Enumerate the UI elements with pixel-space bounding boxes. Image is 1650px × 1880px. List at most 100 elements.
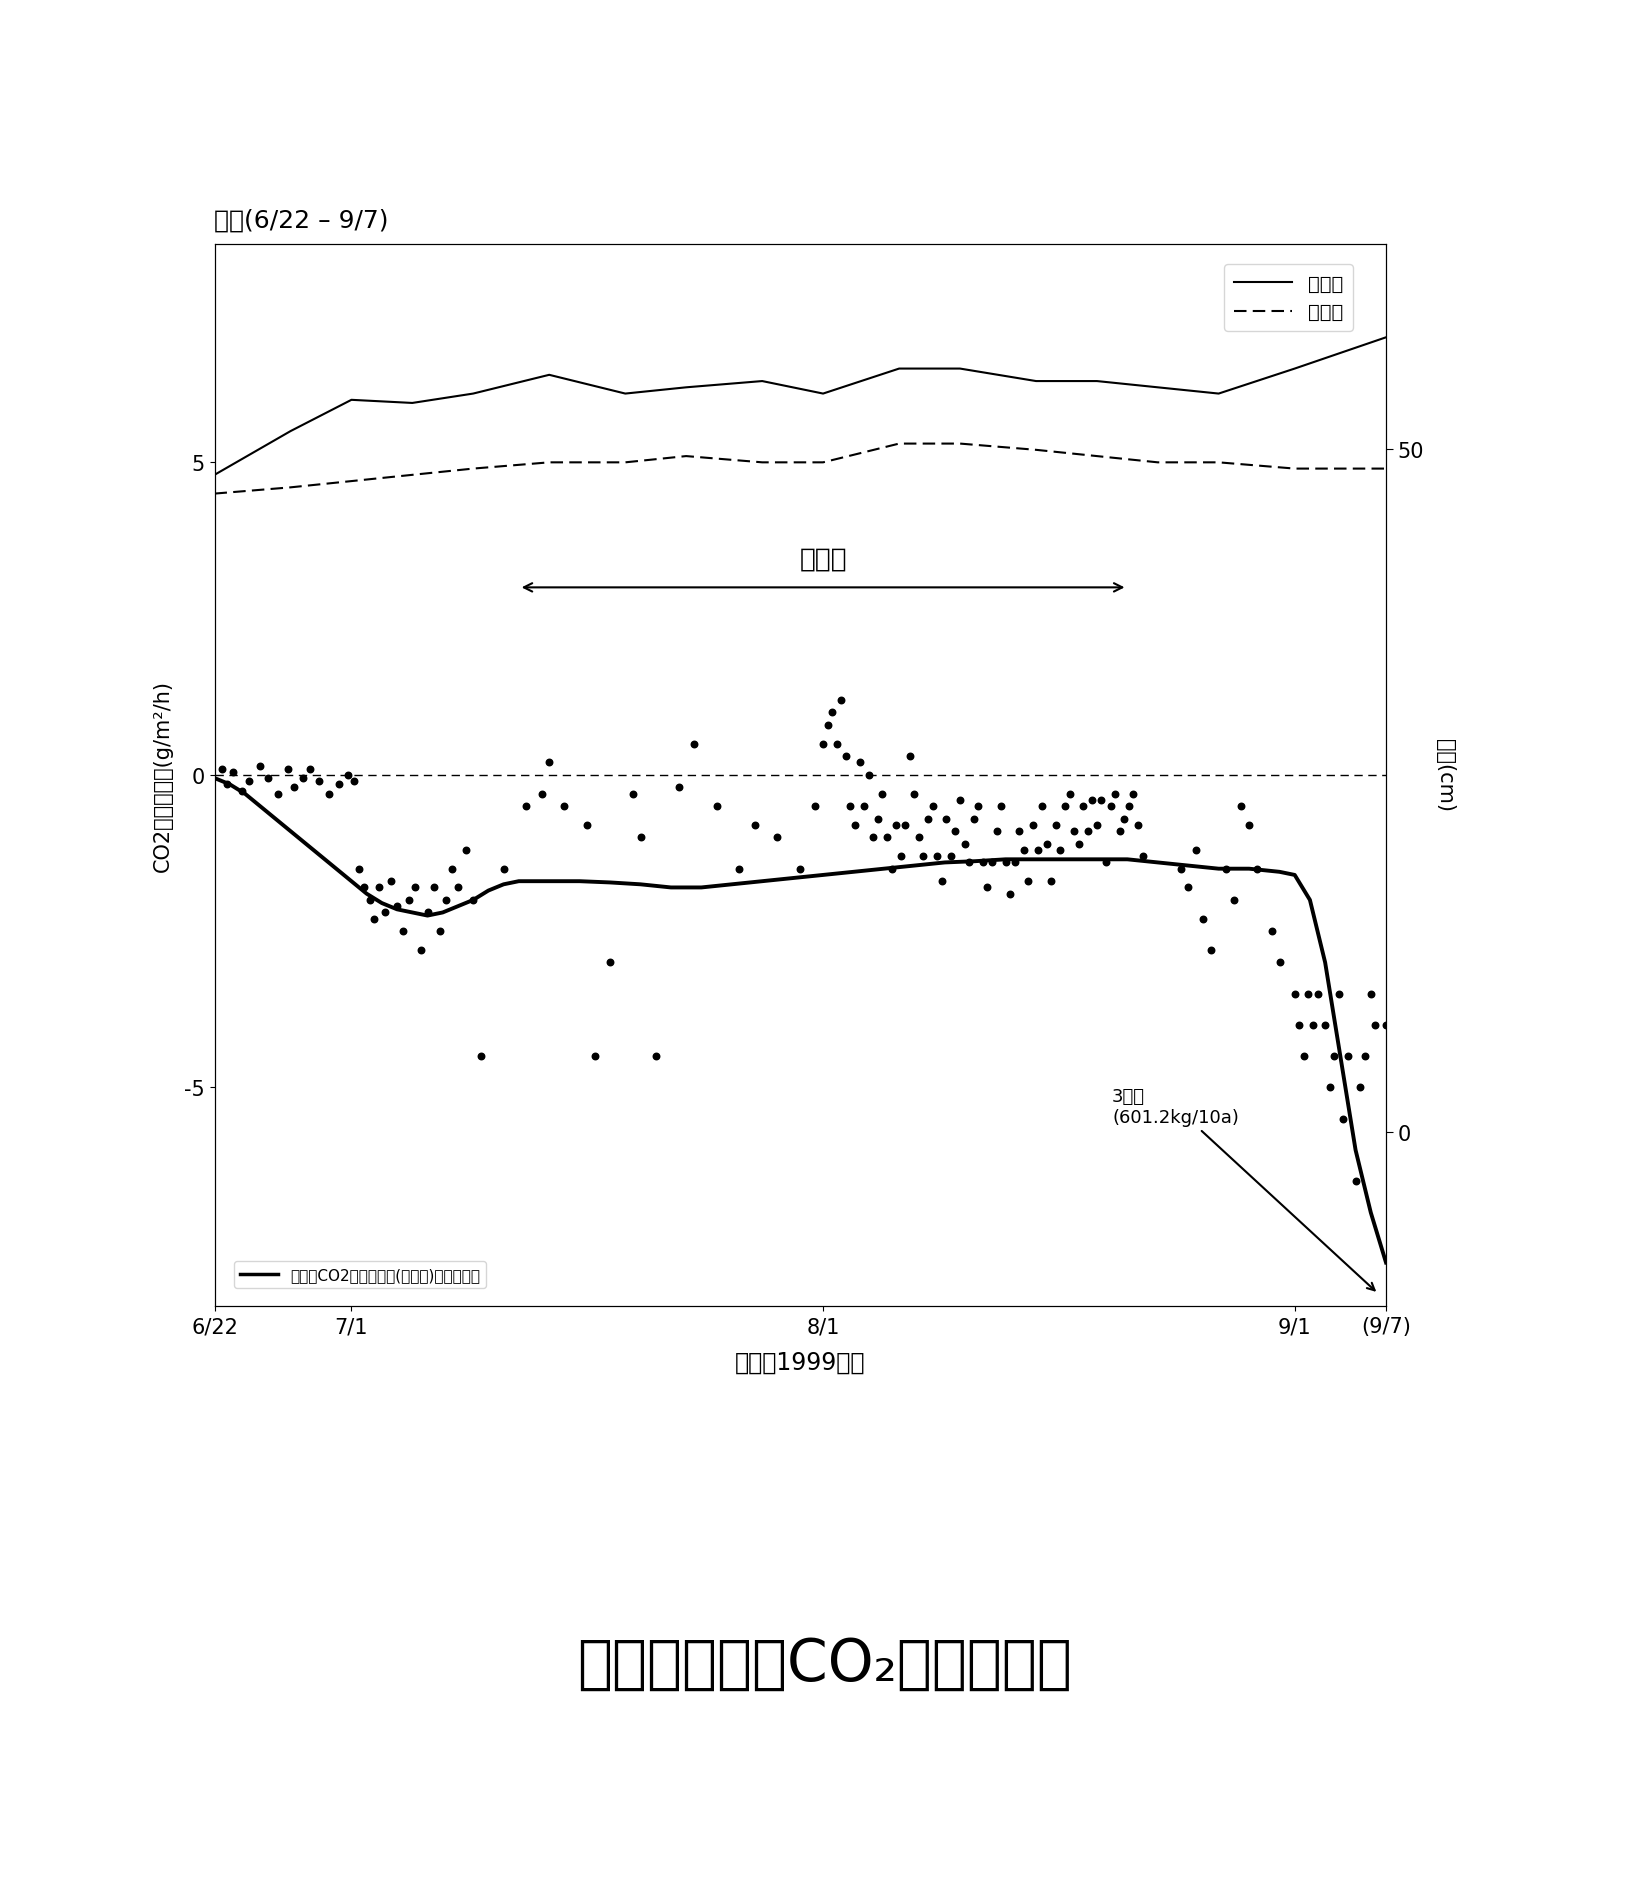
Point (726, 854, 752, 884)
マメ科 (950, 432, 970, 455)
Point (1363, 1010, 1389, 1040)
マメ科 (1285, 459, 1305, 481)
Point (280, 773, 307, 803)
イネ科 (1026, 370, 1046, 393)
イネ科 (280, 421, 300, 444)
Point (389, 917, 416, 948)
Point (901, 778, 927, 808)
Point (446, 872, 472, 902)
Point (335, 761, 361, 791)
Point (906, 823, 932, 854)
Point (597, 948, 624, 978)
Point (997, 880, 1023, 910)
Point (1175, 872, 1201, 902)
Point (815, 711, 842, 741)
Point (818, 697, 845, 728)
Point (965, 791, 992, 822)
Text: 夏柘れ: 夏柘れ (799, 547, 846, 572)
Point (874, 823, 901, 854)
Point (947, 786, 973, 816)
Point (1102, 778, 1129, 808)
Point (1295, 979, 1322, 1010)
マメ科 (1148, 451, 1168, 474)
Point (315, 778, 342, 808)
Point (1325, 979, 1351, 1010)
Point (924, 842, 950, 872)
マメ科 (280, 478, 300, 500)
Point (1107, 816, 1134, 846)
Point (1190, 904, 1216, 934)
イネ科 (950, 357, 970, 380)
Point (1285, 1010, 1312, 1040)
Point (213, 769, 239, 799)
Y-axis label: 草丈(cm): 草丈(cm) (1436, 739, 1455, 812)
Point (490, 854, 516, 884)
Point (1358, 979, 1384, 1010)
Y-axis label: CO2フラックス(g/m²/h): CO2フラックス(g/m²/h) (153, 679, 173, 872)
Point (914, 805, 940, 835)
Point (955, 848, 982, 878)
Point (893, 810, 919, 840)
Point (860, 823, 886, 854)
Point (896, 743, 922, 773)
Point (1244, 854, 1270, 884)
Point (1084, 810, 1110, 840)
Point (870, 778, 896, 808)
Point (741, 810, 767, 840)
Point (513, 791, 540, 822)
Point (229, 776, 256, 807)
Point (1092, 848, 1119, 878)
Point (421, 872, 447, 902)
Point (837, 791, 863, 822)
マメ科 (540, 451, 559, 474)
Point (210, 754, 236, 784)
Point (911, 842, 937, 872)
Point (1300, 1010, 1327, 1040)
Point (1305, 979, 1332, 1010)
イネ科 (403, 393, 422, 415)
イネ科 (889, 357, 909, 380)
Point (1115, 791, 1142, 822)
Point (439, 854, 465, 884)
Point (929, 867, 955, 897)
Point (346, 854, 373, 884)
Point (620, 778, 647, 808)
Point (1071, 791, 1097, 822)
イネ科 (205, 464, 224, 487)
Point (396, 885, 422, 916)
Point (1282, 979, 1308, 1010)
Point (1343, 1167, 1370, 1198)
Point (1351, 1042, 1378, 1072)
マメ科 (464, 459, 483, 481)
イネ科 (1087, 370, 1107, 393)
イネ科 (540, 365, 559, 387)
Point (974, 872, 1000, 902)
マメ科 (813, 451, 833, 474)
イネ科 (813, 384, 833, 406)
Point (960, 805, 987, 835)
X-axis label: 日付（1999年）: 日付（1999年） (734, 1350, 866, 1374)
マメ科 (676, 446, 696, 468)
Point (952, 829, 978, 859)
イネ科 (1209, 384, 1229, 406)
Point (1061, 816, 1087, 846)
Point (327, 769, 353, 799)
Point (842, 810, 868, 840)
Point (1097, 791, 1124, 822)
Point (342, 767, 368, 797)
Line: マメ科: マメ科 (214, 444, 1386, 494)
Point (828, 686, 855, 716)
Point (1317, 1073, 1343, 1104)
Point (371, 899, 398, 929)
Point (942, 816, 969, 846)
マメ科 (1209, 451, 1229, 474)
Point (432, 885, 459, 916)
Point (1011, 835, 1038, 865)
Point (1213, 854, 1239, 884)
Point (787, 854, 813, 884)
Point (1110, 805, 1137, 835)
Point (810, 729, 837, 760)
Point (665, 773, 691, 803)
Point (1066, 829, 1092, 859)
Point (1074, 816, 1101, 846)
